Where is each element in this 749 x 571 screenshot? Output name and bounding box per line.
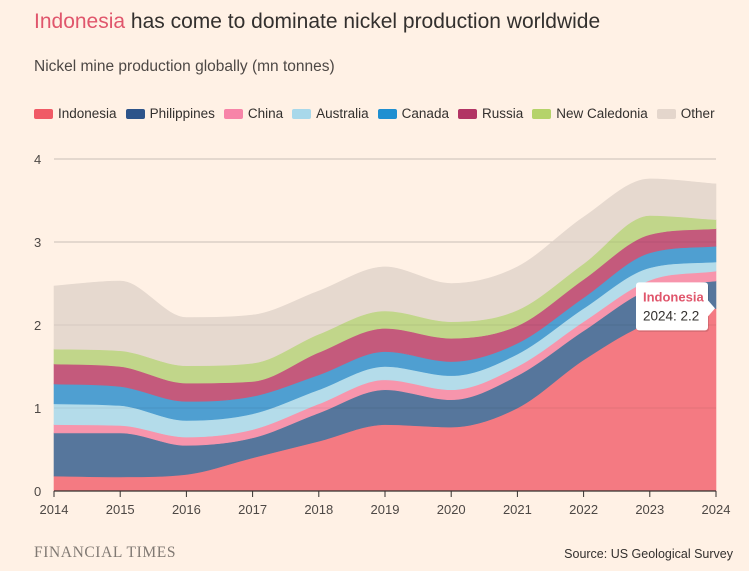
legend-item-australia: Australia (292, 106, 369, 121)
legend-label-canada: Canada (401, 106, 449, 121)
x-tick-label-2023: 2023 (635, 502, 664, 517)
tooltip-series-label: Indonesia (643, 289, 704, 304)
y-tick-label-4: 4 (34, 152, 41, 167)
source-note: Source: US Geological Survey (564, 547, 733, 561)
x-tick-label-2019: 2019 (371, 502, 400, 517)
areas (53, 178, 717, 492)
title-highlight: Indonesia (34, 10, 126, 33)
chart-title: Indonesia has come to dominate nickel pr… (34, 8, 600, 36)
chart-subtitle: Nickel mine production globally (mn tonn… (34, 58, 335, 75)
tooltip-value: 2024: 2.2 (643, 308, 699, 323)
x-tick-label-2022: 2022 (569, 502, 598, 517)
legend-swatch-china (223, 108, 243, 119)
legend-swatch-russia (457, 108, 477, 119)
x-tick-label-2020: 2020 (437, 502, 466, 517)
area-other (53, 178, 717, 366)
legend-label-russia: Russia (481, 106, 524, 121)
tooltip-box (636, 282, 708, 331)
ft-brand-logo: FINANCIAL TIMES (34, 544, 177, 561)
x-tick-label-2018: 2018 (304, 502, 333, 517)
legend-label-other: Other (680, 106, 715, 121)
legend-item-china: China (223, 106, 284, 121)
annotation-tooltip: Indonesia 2024: 2.2 (636, 282, 715, 332)
chart-legend: Indonesia Philippines China Australia Canada… (34, 106, 724, 121)
x-tick-label-2017: 2017 (238, 502, 267, 517)
legend-label-china: China (247, 106, 284, 121)
x-tick-label-2014: 2014 (40, 502, 69, 517)
x-tick-label-2021: 2021 (503, 502, 532, 517)
legend-label-new-caledonia: New Caledonia (556, 106, 648, 121)
legend-swatch-new-caledonia (532, 108, 552, 119)
y-tick-label-0: 0 (34, 484, 41, 499)
tooltip-pointer (708, 300, 715, 317)
legend-swatch-other (656, 108, 676, 119)
x-tick-label-2015: 2015 (106, 502, 135, 517)
legend-swatch-australia (292, 108, 312, 119)
title-rest: has come to dominate nickel production w… (125, 10, 601, 33)
legend-item-canada: Canada (377, 106, 449, 121)
legend-swatch-canada (377, 108, 397, 119)
x-tick-label-2024: 2024 (702, 502, 731, 517)
x-tick-label-2016: 2016 (172, 502, 201, 517)
legend-item-indonesia: Indonesia (34, 106, 117, 121)
legend-item-philippines: Philippines (125, 106, 215, 121)
legend-item-other: Other (656, 106, 715, 121)
legend-label-australia: Australia (316, 106, 369, 121)
y-tick-label-2: 2 (34, 318, 41, 333)
y-tick-label-3: 3 (34, 235, 41, 250)
legend-item-russia: Russia (457, 106, 524, 121)
legend-swatch-indonesia (34, 108, 53, 119)
legend-label-philippines: Philippines (149, 106, 215, 121)
legend-label-indonesia: Indonesia (58, 106, 117, 121)
y-tick-label-1: 1 (34, 401, 41, 416)
legend-swatch-philippines (125, 108, 145, 119)
legend-item-new-caledonia: New Caledonia (532, 106, 648, 121)
